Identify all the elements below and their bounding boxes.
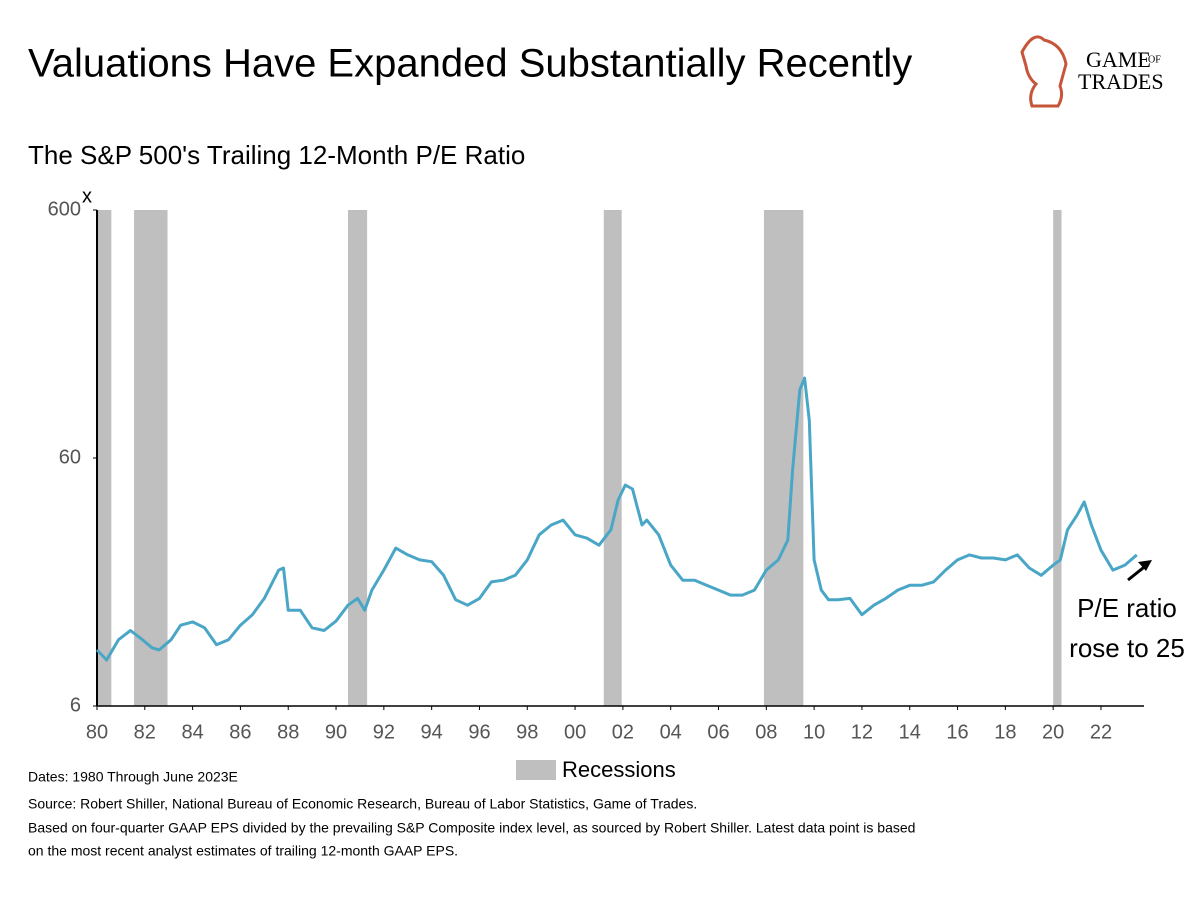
x-tick-label: 12 xyxy=(851,721,873,743)
x-tick-label: 16 xyxy=(946,721,968,743)
x-tick-label: 96 xyxy=(468,721,490,743)
x-tick-label: 80 xyxy=(86,721,108,743)
x-tick-label: 90 xyxy=(325,721,347,743)
note: Dates: 1980 Through June 2023E xyxy=(28,769,238,785)
annotation-arrowhead xyxy=(1138,560,1152,571)
y-unit: x xyxy=(82,185,92,207)
x-tick-label: 10 xyxy=(803,721,825,743)
note: Based on four-quarter GAAP EPS divided b… xyxy=(28,820,915,836)
recession-band xyxy=(763,210,804,706)
x-tick-label: 08 xyxy=(755,721,777,743)
chart-subtitle: The S&P 500's Trailing 12-Month P/E Rati… xyxy=(28,140,525,170)
y-tick-label: 600 xyxy=(48,198,81,220)
logo-text: GAME xyxy=(1086,47,1151,72)
logo-text: TRADES xyxy=(1078,69,1164,94)
recession-band xyxy=(134,210,168,706)
logo-text: OF xyxy=(1148,54,1161,65)
recession-band xyxy=(347,210,368,706)
recession-band xyxy=(1053,210,1062,706)
x-tick-label: 18 xyxy=(994,721,1016,743)
x-tick-label: 06 xyxy=(707,721,729,743)
y-tick-label: 60 xyxy=(59,446,81,468)
x-tick-label: 04 xyxy=(660,721,682,743)
annotation: rose to 25 xyxy=(1069,633,1185,663)
x-tick-label: 00 xyxy=(564,721,586,743)
x-tick-label: 86 xyxy=(229,721,251,743)
x-tick-label: 14 xyxy=(899,721,921,743)
annotation: P/E ratio xyxy=(1077,593,1177,623)
recession-band xyxy=(97,210,112,706)
legend-label: Recessions xyxy=(562,757,676,782)
y-tick-label: 6 xyxy=(70,694,81,716)
logo-icon xyxy=(1020,35,1068,108)
logo: GAME OF TRADES xyxy=(1020,35,1164,108)
x-tick-label: 88 xyxy=(277,721,299,743)
recession-band xyxy=(603,210,622,706)
x-tick-label: 84 xyxy=(181,721,203,743)
x-tick-label: 82 xyxy=(134,721,156,743)
chart-title: Valuations Have Expanded Substantially R… xyxy=(28,42,912,86)
x-tick-label: 94 xyxy=(421,721,443,743)
x-tick-label: 92 xyxy=(373,721,395,743)
x-tick-label: 98 xyxy=(516,721,538,743)
legend-swatch xyxy=(516,760,556,780)
x-tick-label: 20 xyxy=(1042,721,1064,743)
x-tick-label: 22 xyxy=(1090,721,1112,743)
x-tick-label: 02 xyxy=(612,721,634,743)
note: Source: Robert Shiller, National Bureau … xyxy=(28,796,697,812)
data-line xyxy=(95,376,1138,662)
note: on the most recent analyst estimates of … xyxy=(28,843,458,859)
